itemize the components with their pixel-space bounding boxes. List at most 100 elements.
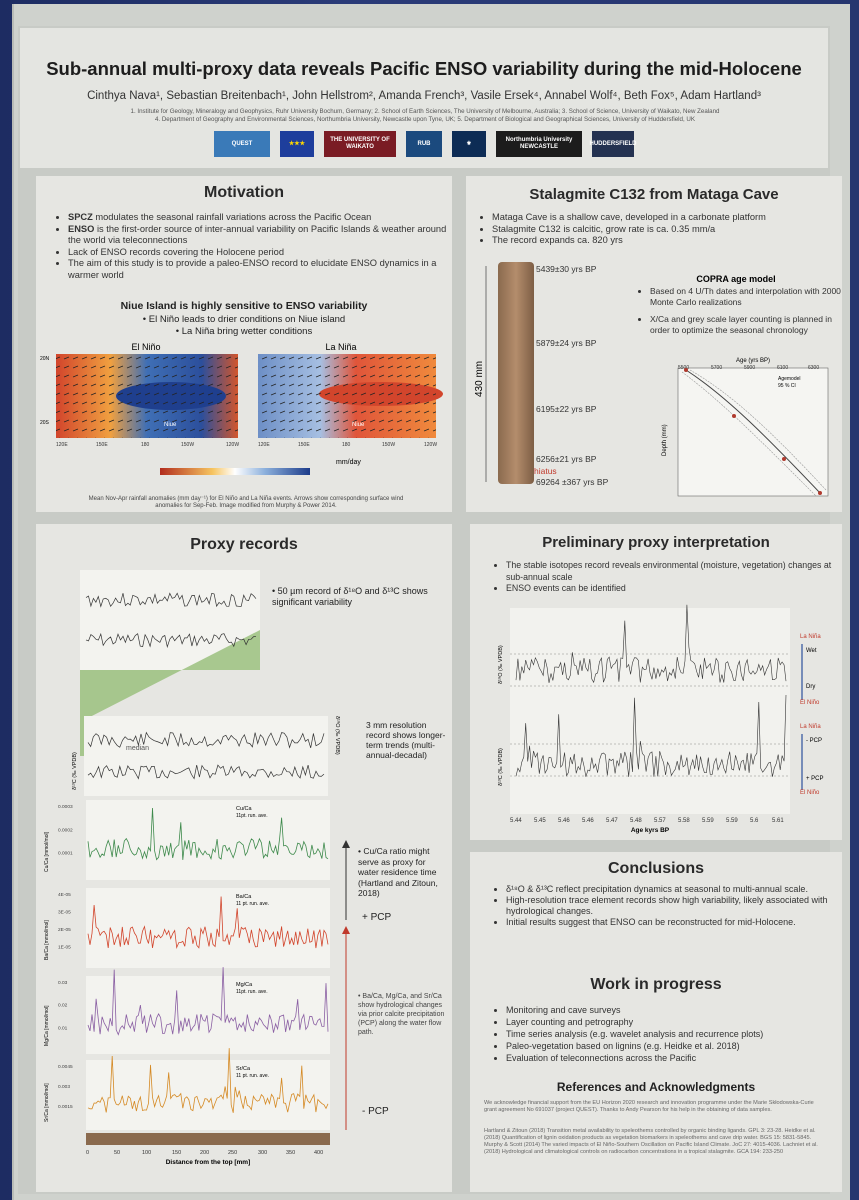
svg-text:5.59: 5.59: [702, 818, 714, 824]
motivation-title: Motivation: [204, 184, 284, 201]
stalagmite-title: Stalagmite C132 from Mataga Cave: [529, 186, 779, 203]
u-th-dates: 5439±30 yrs BP 5879±24 yrs BP 6195±22 yr…: [534, 264, 609, 487]
el-nino-label-2: El Niño: [800, 790, 820, 796]
logo-northumbria: Northumbria University NEWCASTLE: [496, 131, 582, 157]
proxy-figure: median δ¹³C (‰ VPDB) δ¹⁸O (‰ VPDB) Cu/Ca…: [44, 570, 350, 1166]
list-item: The stable isotopes record reveals envir…: [506, 560, 836, 583]
pcp-minus-label: - PCP: [362, 1106, 389, 1117]
date-label: 5879±24 yrs BP: [536, 338, 597, 348]
stalagmite-panel: Stalagmite C132 from Mataga Cave Mataga …: [466, 176, 842, 512]
stalagmite-bullets: Mataga Cave is a shallow cave, developed…: [478, 212, 848, 247]
list-item: • La Niña bring wetter conditions: [175, 326, 313, 337]
trace-series-sub: 11pt. run. ave.: [236, 989, 268, 995]
map-ticks-left: 120E 150E 180 150W 120W: [56, 442, 239, 448]
wet-label: Wet: [806, 648, 817, 654]
la-nina-label-2: La Niña: [800, 724, 821, 730]
interpretation-chart: δ¹⁸O (‰ VPDB) δ¹³C (‰ VPDB) 5.44 5.45 5.…: [497, 604, 824, 834]
dry-label: Dry: [806, 684, 815, 690]
distance-ticks: 0 50 100 150 200 250 300 350 400: [86, 1150, 323, 1156]
trace-tick: 1E-05: [58, 945, 71, 951]
svg-text:120E: 120E: [258, 442, 270, 448]
interpretation-panel: Preliminary proxy interpretation The sta…: [470, 524, 842, 840]
list-item: Monitoring and cave surveys: [506, 1004, 846, 1016]
date-point: [684, 368, 688, 372]
svg-text:100: 100: [142, 1150, 151, 1156]
list-item: Lack of ENSO records covering the Holoce…: [68, 247, 458, 259]
pcp-plus-label: + PCP: [362, 912, 392, 923]
svg-text:150E: 150E: [298, 442, 310, 448]
trace-series: [87, 1048, 329, 1113]
ci-lower: [681, 371, 817, 497]
trace-panel: [86, 976, 330, 1054]
d18o-lowres-series: [87, 731, 325, 749]
header: Sub-annual multi-proxy data reveals Paci…: [20, 28, 828, 168]
d13c-lowres-series: [87, 764, 325, 780]
trace-tick: 0.0003: [58, 804, 73, 810]
svg-text:150W: 150W: [382, 442, 395, 448]
trace-tick: 0.02: [58, 1003, 68, 1009]
list-item: Based on 4 U/Th dates and interpolation …: [650, 286, 854, 307]
svg-text:0: 0: [86, 1150, 89, 1156]
length-label: 430 mm: [474, 361, 485, 397]
list-item: ENSO is the first-order source of inter-…: [68, 224, 458, 247]
d13c-axis-label: δ¹³C (‰ VPDB): [72, 752, 78, 790]
la-nina-label: La Niña: [800, 634, 821, 640]
note-lowres: 3 mm resolution record shows longer-term…: [366, 720, 446, 760]
list-item: • El Niño leads to drier conditions on N…: [142, 314, 346, 325]
logo-rub: RUB: [406, 131, 442, 157]
conclusions-panel: Conclusions δ¹⁸O & δ¹³C reflect precipit…: [470, 852, 842, 1192]
pcp-note: • Ba/Ca, Mg/Ca, and Sr/Ca show hydrologi…: [358, 993, 445, 1036]
age-ticks: 5.44 5.45 5.46 5.46 5.47 5.48 5.57 5.58 …: [510, 818, 784, 824]
list-item: δ¹⁸O & δ¹³C reflect precipitation dynami…: [506, 884, 846, 895]
el-nino-label: El Niño: [131, 342, 160, 352]
trace-series-name: Ba/Ca: [236, 894, 252, 900]
svg-text:5.61: 5.61: [772, 818, 784, 824]
trace-series: [87, 967, 329, 1036]
copra-title: COPRA age model: [696, 274, 775, 284]
logo-quest: QUEST: [214, 131, 270, 157]
pcp-plus-label: + PCP: [806, 776, 824, 782]
copra-bullets: Based on 4 U/Th dates and interpolation …: [636, 286, 854, 335]
logo-melbourne: ⚜: [452, 131, 486, 157]
trace-panel: [86, 888, 330, 968]
svg-text:300: 300: [258, 1150, 267, 1156]
svg-text:5.46: 5.46: [582, 818, 594, 824]
trace-tick: 0.03: [58, 980, 68, 986]
svg-text:200: 200: [200, 1150, 209, 1156]
poster-title: Sub-annual multi-proxy data reveals Paci…: [46, 58, 802, 79]
plot-area: [510, 608, 790, 814]
date-label: 6256±21 yrs BP: [536, 454, 597, 464]
trace-y-label: Mg/Ca [mmol/mol]: [44, 1005, 50, 1046]
trace-tick: 4E-05: [58, 892, 71, 898]
svg-text:180: 180: [342, 442, 351, 448]
svg-text:5.57: 5.57: [654, 818, 666, 824]
wip-bullets: Monitoring and cave surveys Layer counti…: [492, 1004, 846, 1064]
logo-waikato: THE UNIVERSITY OF WAIKATO: [324, 131, 396, 157]
logo-row: QUEST ★★★ THE UNIVERSITY OF WAIKATO RUB …: [20, 131, 828, 157]
date-point: [782, 457, 786, 461]
colorbar: [160, 468, 310, 475]
svg-text:120E: 120E: [56, 442, 68, 448]
trace-tick: 0.01: [58, 1025, 68, 1031]
niue-subtitle: Niue Island is highly sensitive to ENSO …: [120, 300, 368, 312]
svg-text:6100: 6100: [777, 365, 788, 371]
list-item: The record expands ca. 820 yrs: [492, 235, 848, 247]
list-item: X/Ca and grey scale layer counting is pl…: [650, 314, 854, 335]
affiliations-line-2: 4. Department of Geography and Environme…: [154, 116, 696, 123]
interpretation-bullets: The stable isotopes record reveals envir…: [492, 560, 836, 595]
distance-axis-label: Distance from the top [mm]: [166, 1159, 251, 1166]
svg-text:5900: 5900: [744, 365, 755, 371]
pcp-minus-label: - PCP: [806, 738, 822, 744]
svg-text:400: 400: [314, 1150, 323, 1156]
map-caption: Mean Nov-Apr rainfall anomalies (mm day⁻…: [88, 496, 404, 509]
lat-label: 20S: [40, 420, 50, 426]
svg-text:120W: 120W: [226, 442, 239, 448]
svg-text:150W: 150W: [181, 442, 194, 448]
svg-text:5700: 5700: [711, 365, 722, 371]
stalagmite-figure: 430 mm 5439±30 yrs BP 5879±24 yrs BP 619…: [474, 262, 776, 487]
list-item: Evaluation of teleconnections across the…: [506, 1052, 846, 1064]
svg-text:5.47: 5.47: [606, 818, 618, 824]
authors: Cinthya Nava¹, Sebastian Breitenbach¹, J…: [87, 90, 761, 102]
trace-tick: 0.0015: [58, 1104, 73, 1110]
d18o-series: [515, 604, 787, 684]
